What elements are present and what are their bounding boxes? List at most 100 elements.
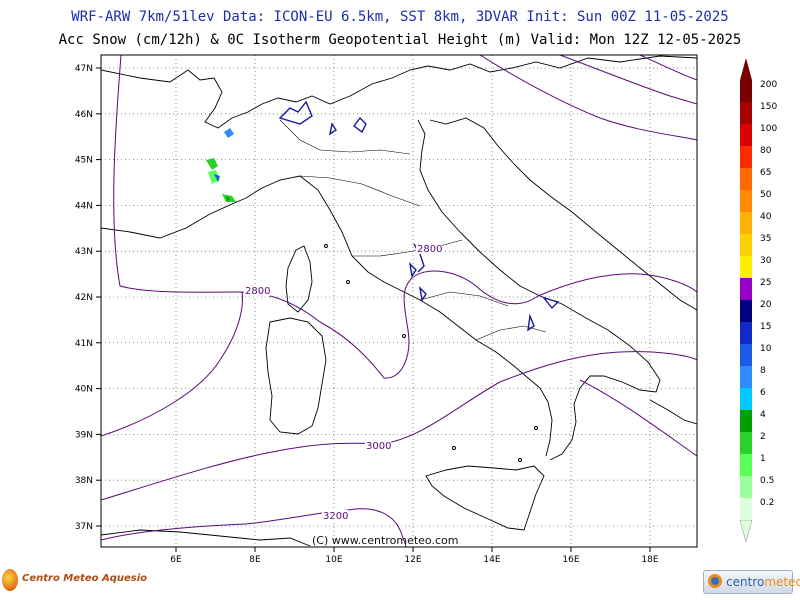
scale-swatch <box>740 278 752 300</box>
scale-swatch <box>740 212 752 234</box>
scale-arrow-top <box>740 58 752 80</box>
longitude-axis: 6E 8E 10E 12E 14E 16E 18E <box>170 547 659 565</box>
contour-label: 3200 <box>323 511 348 522</box>
longitude-label: 6E <box>170 555 182 565</box>
centrometeo-logo: centrometeo <box>703 570 800 594</box>
scale-arrow-bottom <box>739 519 753 543</box>
longitude-label: 16E <box>562 555 579 565</box>
longitude-label: 10E <box>325 555 342 565</box>
contour-east-south <box>579 379 697 457</box>
scale-swatch <box>740 388 752 410</box>
contour-label: 2800 <box>417 244 442 255</box>
longitude-label: 8E <box>249 555 261 565</box>
aquesio-logo-icon <box>2 569 18 591</box>
latitude-label: 39N <box>75 430 93 440</box>
scale-label: 25 <box>760 278 771 288</box>
latitude-label: 44N <box>75 201 93 211</box>
latitude-label: 45N <box>75 156 93 166</box>
latitude-label: 46N <box>75 110 93 120</box>
scale-swatch <box>740 80 752 102</box>
scale-label: 6 <box>760 388 766 398</box>
scale-label: 0.5 <box>760 476 774 486</box>
contour-label-group: 2800 2800 3000 3200 <box>244 243 442 522</box>
greek-coast <box>649 399 697 425</box>
contour-2800-west <box>113 55 697 379</box>
scale-label: 200 <box>760 80 777 90</box>
left-brand-text: Centro Meteo Aquesio <box>22 573 147 584</box>
scale-swatch <box>740 256 752 278</box>
croatia-coast <box>429 117 697 311</box>
contour-label: 3000 <box>366 441 391 452</box>
sardinia <box>265 317 327 435</box>
scale-label: 4 <box>760 410 766 420</box>
france-border <box>101 69 189 83</box>
field-valid-title: Acc Snow (cm/12h) & 0C Isotherm Geopoten… <box>58 32 742 48</box>
regional-border-5 <box>279 119 411 155</box>
map-area <box>101 55 697 547</box>
longitude-label: 14E <box>483 555 500 565</box>
scale-swatch <box>740 190 752 212</box>
scale-label: 15 <box>760 322 771 332</box>
map-frame <box>100 54 698 548</box>
longitude-label: 12E <box>404 555 421 565</box>
scale-label: 100 <box>760 124 777 134</box>
scale-label: 2 <box>760 432 766 442</box>
scale-swatch <box>740 234 752 256</box>
scale-swatch <box>740 476 752 498</box>
isotherm-contours <box>101 55 697 547</box>
scale-swatch <box>740 102 752 124</box>
scale-label: 1 <box>760 454 766 464</box>
scale-swatch <box>740 410 752 432</box>
regional-border-3 <box>419 291 509 307</box>
contour-2800-inner <box>101 291 243 437</box>
latitude-label: 37N <box>75 522 93 532</box>
regional-border-1 <box>299 175 421 207</box>
scale-label: 35 <box>760 234 771 244</box>
contour-east-low <box>639 55 697 81</box>
latitude-label: 38N <box>75 476 93 486</box>
contour-east-mid <box>559 55 697 105</box>
color-scale-legend: 200 150 100 80 65 50 40 35 30 25 20 15 10 8 6 4 2 1 0.5 0.2 <box>739 58 777 543</box>
scale-swatch <box>740 124 752 146</box>
scale-label: 0.2 <box>760 498 774 508</box>
scale-label: 50 <box>760 190 772 200</box>
scale-swatch <box>740 432 752 454</box>
scale-swatch <box>740 454 752 476</box>
coastlines <box>101 55 697 547</box>
latitude-label: 42N <box>75 293 93 303</box>
regional-border-4 <box>475 325 547 341</box>
tunisia-coast <box>101 529 311 547</box>
scale-label: 8 <box>760 366 766 376</box>
latitude-axis: 47N 46N 45N 44N 43N 42N 41N 40N 39N 38N 37N <box>75 64 101 532</box>
alpine-border <box>187 55 697 129</box>
sicily <box>425 465 545 531</box>
regional-border-2 <box>352 239 463 257</box>
contour-east-high <box>479 55 697 141</box>
scale-label: 30 <box>760 256 772 266</box>
corsica <box>285 245 313 313</box>
scale-label: 80 <box>760 146 772 156</box>
latitude-label: 43N <box>75 247 93 257</box>
scale-label: 40 <box>760 212 772 222</box>
scale-swatch <box>740 344 752 366</box>
copyright-watermark: (C) www.centrometeo.com <box>312 534 458 547</box>
scale-label: 20 <box>760 300 772 310</box>
snow-accumulation <box>206 128 236 202</box>
scale-label: 10 <box>760 344 772 354</box>
longitude-label: 18E <box>641 555 658 565</box>
scale-swatch <box>740 146 752 168</box>
centrometeo-logo-text: centrometeo <box>726 575 800 589</box>
model-info-title: WRF-ARW 7km/51lev Data: ICON-EU 6.5km, S… <box>71 9 729 25</box>
latitude-label: 41N <box>75 339 93 349</box>
lakes <box>278 100 560 332</box>
scale-swatch <box>740 168 752 190</box>
latitude-label: 40N <box>75 385 93 395</box>
scale-swatch <box>740 322 752 344</box>
graticule <box>101 55 697 547</box>
latitude-label: 47N <box>75 64 93 74</box>
scale-swatch <box>740 366 752 388</box>
scale-swatch <box>740 498 752 520</box>
scale-label: 65 <box>760 168 771 178</box>
italy-east-coast <box>417 119 661 461</box>
